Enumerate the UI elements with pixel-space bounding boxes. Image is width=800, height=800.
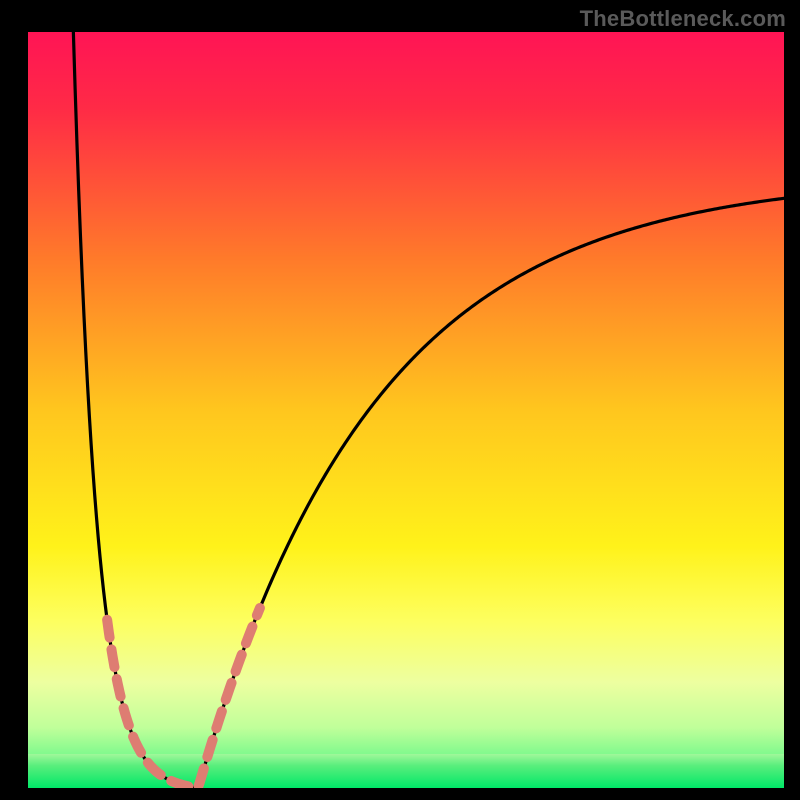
bottleneck-curve-chart <box>28 32 784 788</box>
watermark: TheBottleneck.com <box>580 6 786 32</box>
chart-plot-area <box>28 32 784 788</box>
